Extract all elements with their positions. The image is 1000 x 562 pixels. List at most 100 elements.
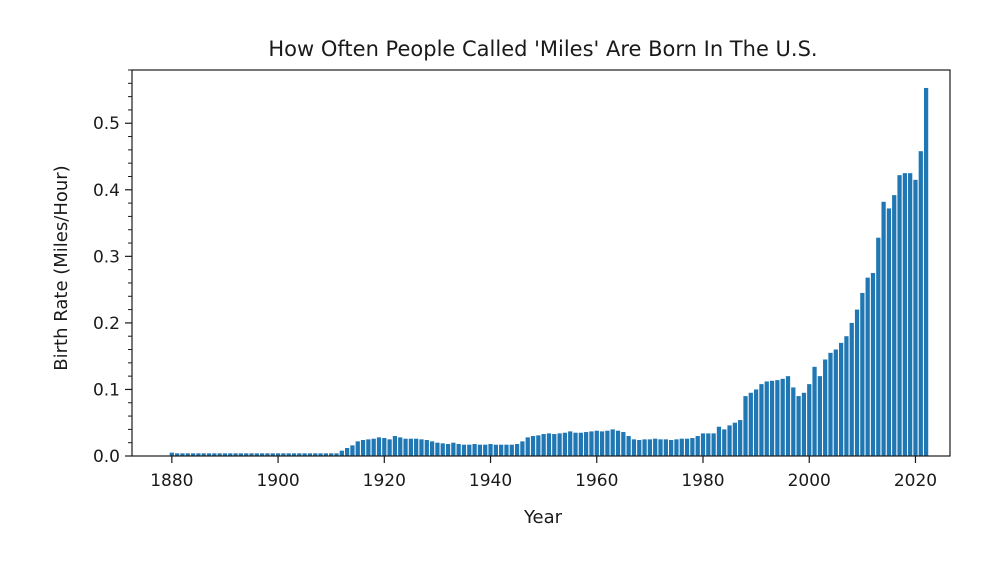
bar-1999 <box>801 392 807 456</box>
bar-2017 <box>897 175 902 456</box>
bar-1898 <box>265 453 270 456</box>
x-tick-label: 1960 <box>575 471 618 491</box>
bar-1916 <box>360 440 366 456</box>
bar-1941 <box>493 444 498 456</box>
bar-1959 <box>589 431 594 456</box>
bar-1946 <box>520 441 525 456</box>
bar-1951 <box>546 433 552 456</box>
bar-1918 <box>371 438 376 456</box>
bar-2000 <box>807 384 812 456</box>
bar-1935 <box>461 444 467 456</box>
bar-1896 <box>254 453 259 456</box>
bar-1963 <box>610 429 615 456</box>
bar-1939 <box>483 444 488 456</box>
bar-1932 <box>445 444 451 456</box>
bar-1961 <box>599 431 605 456</box>
bar-1948 <box>530 436 536 456</box>
bar-1982 <box>711 433 716 456</box>
y-tick-label: 0.4 <box>93 181 120 201</box>
bar-1977 <box>684 438 690 456</box>
bar-1880 <box>169 452 174 456</box>
bar-2003 <box>823 359 828 456</box>
bar-1883 <box>185 453 190 456</box>
x-axis-label: Year <box>523 507 563 528</box>
bar-2022 <box>923 87 929 456</box>
bar-1953 <box>557 433 562 456</box>
bar-1967 <box>631 439 637 456</box>
bar-2018 <box>902 173 907 456</box>
bar-2002 <box>817 376 822 456</box>
bar-1909 <box>323 453 328 456</box>
bar-2009 <box>854 309 860 456</box>
bar-2010 <box>860 292 865 456</box>
bar-2007 <box>844 336 849 456</box>
bar-1901 <box>281 453 286 456</box>
bar-1943 <box>504 444 509 456</box>
bar-2013 <box>876 237 881 456</box>
bar-1998 <box>796 396 801 456</box>
bar-1964 <box>615 430 621 456</box>
bar-1917 <box>366 439 371 456</box>
bars-group <box>169 87 929 456</box>
y-tick-label: 0.3 <box>93 247 120 267</box>
bar-1979 <box>695 436 700 456</box>
bar-1912 <box>339 450 344 456</box>
bar-1986 <box>732 422 737 456</box>
bar-1957 <box>578 432 583 456</box>
bar-1936 <box>467 444 472 456</box>
bar-1969 <box>642 439 647 456</box>
bar-1938 <box>477 444 483 456</box>
bar-1942 <box>499 444 504 456</box>
y-axis-label: Birth Rate (Miles/Hour) <box>51 165 72 370</box>
x-tick-label: 1980 <box>681 471 724 491</box>
bar-1926 <box>414 438 419 456</box>
bar-1934 <box>456 444 461 456</box>
y-tick-label: 0.1 <box>93 380 120 400</box>
bar-2020 <box>913 179 918 456</box>
bar-1900 <box>275 453 281 456</box>
bar-1954 <box>562 432 568 456</box>
bar-1919 <box>376 437 382 456</box>
bar-2015 <box>886 208 892 456</box>
bar-1902 <box>286 453 291 456</box>
bar-1971 <box>653 438 658 456</box>
x-tick-label: 1880 <box>150 471 193 491</box>
bar-1984 <box>722 429 727 456</box>
bar-1927 <box>419 439 424 456</box>
bar-1988 <box>743 396 748 456</box>
bar-1966 <box>626 436 631 456</box>
bar-1928 <box>424 440 429 456</box>
bar-1891 <box>228 453 233 456</box>
chart-title: How Often People Called 'Miles' Are Born… <box>268 37 817 61</box>
bar-1947 <box>525 437 530 456</box>
x-ticks-group: 1880 1900 1920 1940 1960 1980 2000 2020 <box>150 456 937 491</box>
bar-1965 <box>621 432 626 456</box>
bar-1915 <box>355 441 360 456</box>
bar-1893 <box>238 453 244 456</box>
bar-1882 <box>180 453 185 456</box>
bar-1907 <box>313 453 318 456</box>
bar-1973 <box>663 439 668 456</box>
bar-2014 <box>881 201 886 456</box>
x-tick-label: 2000 <box>788 471 831 491</box>
x-tick-label: 1940 <box>469 471 512 491</box>
bar-1886 <box>201 453 206 456</box>
bar-1903 <box>291 453 297 456</box>
x-tick-label: 1900 <box>256 471 299 491</box>
bar-1958 <box>584 432 589 456</box>
bar-1922 <box>392 436 398 456</box>
y-tick-label: 0.0 <box>93 447 120 467</box>
bar-1885 <box>196 453 201 456</box>
bar-1920 <box>382 438 387 456</box>
bar-1911 <box>334 453 339 456</box>
bar-1980 <box>700 433 706 456</box>
bar-1978 <box>690 438 695 456</box>
bar-1908 <box>318 453 323 456</box>
bar-2001 <box>812 366 817 456</box>
bar-1881 <box>175 453 180 456</box>
bar-1888 <box>212 453 217 456</box>
bar-1994 <box>775 380 780 456</box>
bar-1889 <box>217 453 222 456</box>
bar-1996 <box>785 376 791 456</box>
